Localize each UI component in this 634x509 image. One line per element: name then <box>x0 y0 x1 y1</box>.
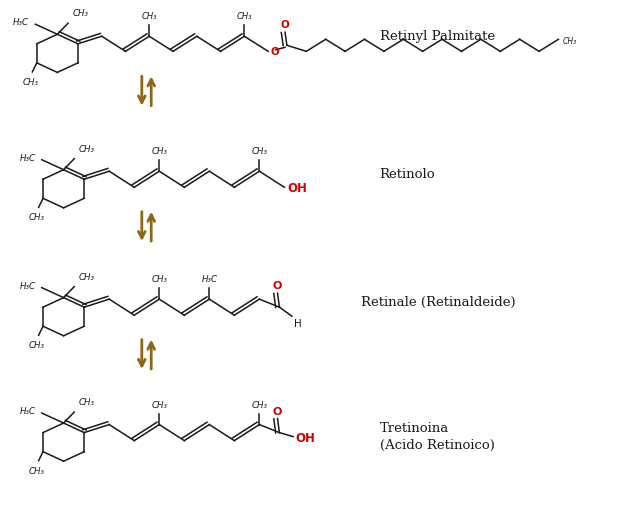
Text: CH₃: CH₃ <box>252 147 268 156</box>
Text: CH₃: CH₃ <box>79 145 94 153</box>
Text: OH: OH <box>288 181 307 194</box>
Text: CH₃: CH₃ <box>236 12 252 21</box>
Text: Retinyl Palmitate: Retinyl Palmitate <box>380 30 495 43</box>
Text: (Acido Retinoico): (Acido Retinoico) <box>380 438 495 451</box>
Text: CH₃: CH₃ <box>252 400 268 409</box>
Text: O: O <box>273 280 282 291</box>
Text: H₃C: H₃C <box>20 153 36 162</box>
Text: CH₃: CH₃ <box>29 213 45 222</box>
Text: CH₃: CH₃ <box>29 466 45 475</box>
Text: O: O <box>281 20 289 30</box>
Text: CH₃: CH₃ <box>79 272 94 281</box>
Text: CH₃: CH₃ <box>152 400 167 409</box>
Text: OH: OH <box>295 431 315 444</box>
Text: CH₃: CH₃ <box>152 274 167 284</box>
Text: H₃C: H₃C <box>202 274 217 284</box>
Text: H₃C: H₃C <box>13 18 29 27</box>
Text: H₃C: H₃C <box>20 406 36 415</box>
Text: CH₃: CH₃ <box>29 341 45 350</box>
Text: Retinale (Retinaldeide): Retinale (Retinaldeide) <box>361 296 515 308</box>
Text: CH₃: CH₃ <box>152 147 167 156</box>
Text: CH₃: CH₃ <box>141 12 157 21</box>
Text: Tretinoina: Tretinoina <box>380 421 449 434</box>
Text: CH₃: CH₃ <box>72 9 88 18</box>
Text: H₃C: H₃C <box>20 281 36 290</box>
Text: Retinolo: Retinolo <box>380 168 435 181</box>
Text: H: H <box>294 319 302 329</box>
Text: CH₃: CH₃ <box>22 78 39 87</box>
Text: CH₃: CH₃ <box>79 397 94 406</box>
Text: CH₃: CH₃ <box>562 37 576 46</box>
Text: O: O <box>271 47 280 57</box>
Text: O: O <box>273 406 282 416</box>
